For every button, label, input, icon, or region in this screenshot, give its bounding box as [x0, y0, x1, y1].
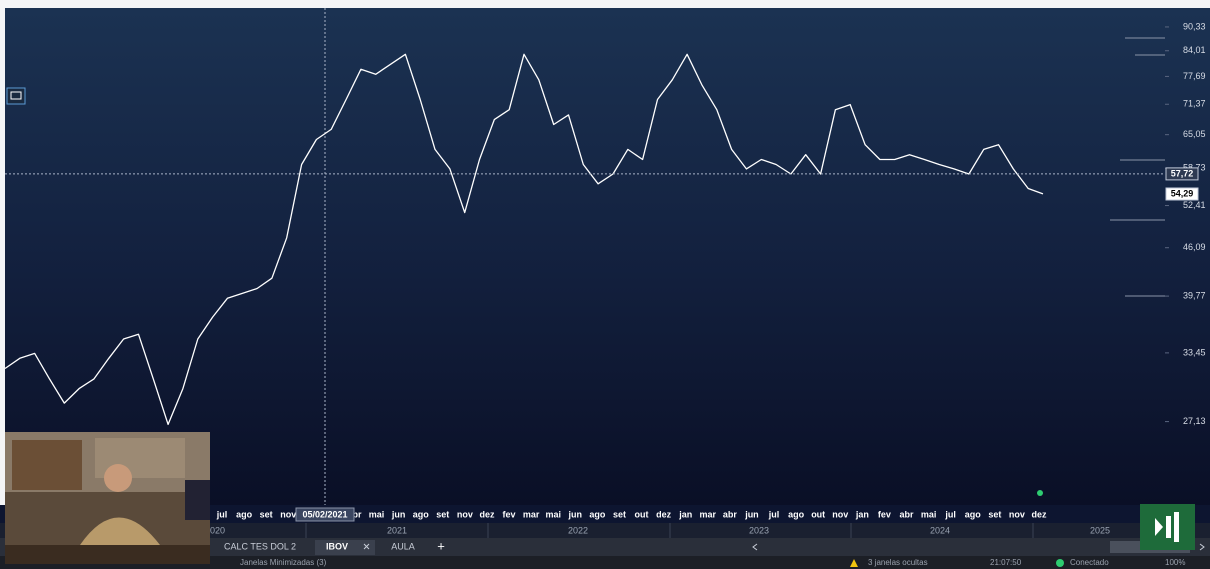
year-bar: [0, 523, 1210, 538]
y-tick-label: 84,01: [1183, 45, 1206, 55]
hidden-windows[interactable]: 3 janelas ocultas: [868, 558, 928, 567]
y-tick-label: 27,13: [1183, 416, 1206, 426]
panel-icon[interactable]: [6, 87, 26, 105]
x-tick-label: jun: [744, 509, 759, 519]
x-tick-label: mar: [523, 509, 540, 519]
x-tick-label: set: [436, 509, 449, 519]
x-tick-label: jul: [944, 509, 956, 519]
price-marker-label: 54,29: [1171, 188, 1194, 198]
x-tick-label: set: [613, 509, 626, 519]
y-tick-label: 65,05: [1183, 129, 1206, 139]
x-tick-label: set: [988, 509, 1001, 519]
x-tick-label: ago: [965, 509, 982, 519]
tab[interactable]: AULA: [391, 541, 415, 551]
scroll-left[interactable]: [752, 543, 758, 551]
warning-icon: [850, 559, 858, 567]
x-tick-label: ago: [788, 509, 805, 519]
status-bar: [0, 556, 1210, 569]
x-tick-label: ago: [236, 509, 253, 519]
zoom-level[interactable]: 100%: [1165, 558, 1185, 567]
x-tick-label: mai: [545, 509, 561, 519]
x-tick-label: mar: [700, 509, 717, 519]
x-tick-label: jul: [216, 509, 228, 519]
tab-bar: [0, 538, 1210, 556]
x-tick-label: abr: [900, 509, 915, 519]
y-tick-label: 39,77: [1183, 290, 1206, 300]
tab-close[interactable]: [363, 543, 370, 550]
minimized-windows[interactable]: Janelas Minimizadas (3): [240, 558, 327, 567]
webcam-overlay: [5, 432, 210, 564]
x-tick-label: mai: [921, 509, 937, 519]
x-tick-label: out: [811, 509, 825, 519]
signal-dot: [1037, 490, 1043, 496]
year-label: 2025: [1090, 525, 1110, 535]
x-tick-label: ago: [413, 509, 430, 519]
x-tick-label: fev: [503, 509, 516, 519]
x-tick-label: nov: [832, 509, 848, 519]
clock: 21:07:50: [990, 558, 1022, 567]
x-tick-label: jan: [855, 509, 869, 519]
scroll-right[interactable]: [1199, 543, 1205, 551]
panel-icon-glyph: [10, 91, 22, 100]
crosshair-date: 05/02/2021: [302, 509, 347, 519]
x-tick-label: nov: [280, 509, 296, 519]
y-tick-label: 46,09: [1183, 242, 1206, 252]
x-tick-label: dez: [479, 509, 495, 519]
year-label: 2021: [387, 525, 407, 535]
connection-dot: [1056, 559, 1064, 567]
x-tick-label: abr: [347, 509, 362, 519]
y-tick-label: 52,41: [1183, 200, 1206, 210]
x-tick-label: set: [260, 509, 273, 519]
x-tick-label: jun: [391, 509, 406, 519]
x-tick-label: mai: [369, 509, 385, 519]
y-tick-label: 33,45: [1183, 347, 1206, 357]
year-label: 2024: [930, 525, 950, 535]
x-tick-label: nov: [1009, 509, 1025, 519]
tab[interactable]: IBOV: [326, 541, 348, 551]
logo-glyph: [1155, 512, 1179, 542]
tab[interactable]: CALC TES DOL 2: [224, 541, 296, 551]
x-tick-label: abr: [723, 509, 738, 519]
price-marker: [1165, 187, 1199, 201]
price-marker: [1165, 167, 1199, 181]
x-tick-label: dez: [1031, 509, 1047, 519]
chart-background: [5, 8, 1210, 505]
y-tick-label: 77,69: [1183, 71, 1206, 81]
year-label: 2023: [749, 525, 769, 535]
price-line: [4, 53, 1044, 426]
x-tick-label: out: [635, 509, 649, 519]
y-tick-label: 71,37: [1183, 99, 1206, 109]
x-tick-label: ago: [589, 509, 606, 519]
x-tick-label: nov: [457, 509, 473, 519]
x-tick-label: jul: [768, 509, 780, 519]
crosshair-date-box: [295, 507, 355, 522]
y-tick-label: 90,33: [1183, 21, 1206, 31]
year-label: 2022: [568, 525, 588, 535]
connection-status: Conectado: [1070, 558, 1109, 567]
x-tick-label: dez: [656, 509, 672, 519]
x-tick-label: jun: [568, 509, 583, 519]
add-tab[interactable]: +: [437, 538, 445, 553]
x-tick-label: jan: [678, 509, 692, 519]
year-label: 2020: [205, 525, 225, 535]
order-book-lines: [1110, 37, 1165, 297]
price-marker-label: 57,72: [1171, 168, 1194, 178]
active-tab[interactable]: [315, 540, 375, 555]
x-tick-label: fev: [878, 509, 891, 519]
